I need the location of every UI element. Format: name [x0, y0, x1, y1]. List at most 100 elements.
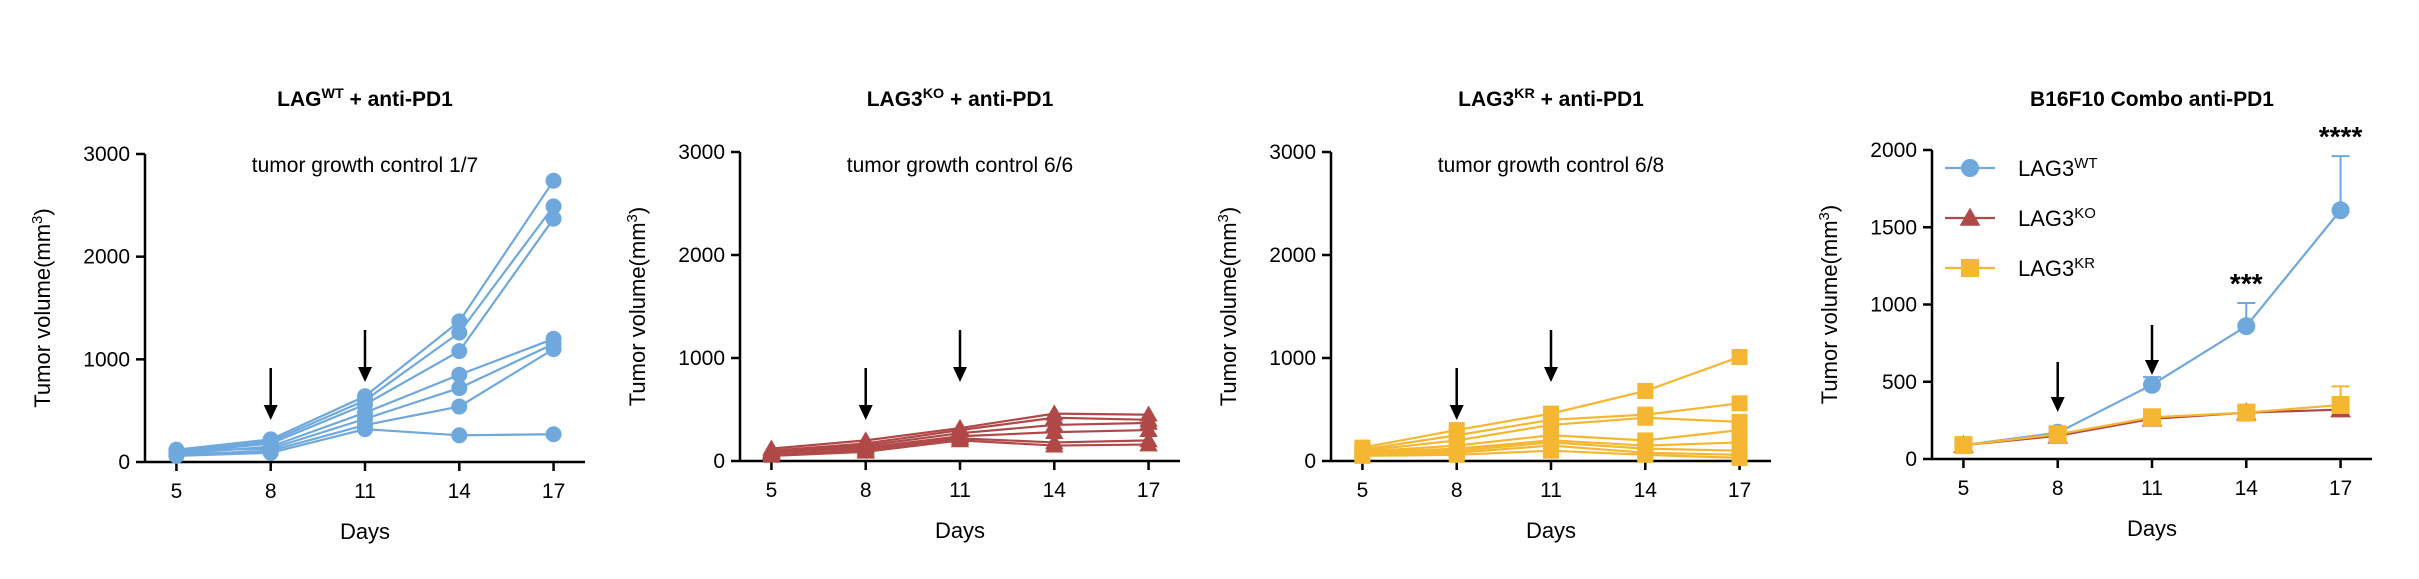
legend-label-superscript: KO	[2074, 205, 2096, 222]
y-label-text: Tumor volume(mm	[30, 224, 55, 408]
x-tick-label: 8	[1451, 479, 1463, 502]
x-tick-label: 11	[354, 480, 376, 503]
title-superscript: WT	[322, 86, 344, 102]
x-tick-label: 5	[766, 479, 778, 502]
legend-label-base: LAG3	[2018, 206, 2074, 231]
series-kr	[1954, 385, 2350, 455]
legend-item-ko: LAG3KO	[1945, 205, 2096, 232]
x-tick-label: 5	[1357, 479, 1369, 502]
title-suffix: + anti-PD1	[1535, 88, 1644, 111]
y-label-superscript: 3	[1215, 214, 1232, 222]
annotation-text: tumor growth control 1/7	[252, 154, 478, 177]
data-point	[2331, 395, 2350, 414]
data-point	[451, 380, 468, 397]
data-point	[545, 426, 562, 443]
data-point	[451, 343, 468, 360]
x-tick-label: 17	[542, 480, 565, 503]
x-tick-label: 17	[1137, 479, 1160, 502]
data-point	[451, 324, 468, 341]
y-label-end: )	[625, 207, 650, 214]
significance-label: ****	[2319, 121, 2363, 152]
treatment-arrow	[858, 368, 873, 420]
legend-item-kr: LAG3KR	[1945, 255, 2095, 282]
x-tick-label: 14	[2235, 477, 2259, 500]
legend-label-base: LAG3	[2018, 156, 2074, 181]
x-tick-label: 8	[860, 479, 872, 502]
data-point	[1637, 409, 1654, 426]
x-tick-label: 5	[171, 480, 183, 503]
y-label-end: )	[1817, 205, 1842, 212]
treatment-arrow	[2050, 362, 2065, 412]
data-point	[2331, 201, 2350, 220]
data-point	[1731, 422, 1748, 439]
data-point	[451, 427, 468, 444]
y-tick-label: 2000	[83, 246, 130, 269]
chart-panel-2: LAG3KO + anti-PD1 tumor growth control 6/…	[624, 86, 1180, 543]
y-tick-label: 500	[1882, 371, 1917, 394]
title-suffix: + anti-PD1	[344, 88, 453, 111]
x-axis-label: Days	[2127, 516, 2177, 541]
title-base: LAG	[277, 88, 321, 111]
y-tick-label: 0	[1905, 448, 1917, 471]
title-suffix: + anti-PD1	[944, 88, 1053, 111]
legend-label: LAG3KO	[2018, 205, 2096, 232]
arrow-head	[1449, 405, 1464, 420]
data-point	[2143, 408, 2161, 427]
data-point	[545, 172, 562, 189]
arrow-head	[263, 405, 278, 420]
chart-title: LAG3KO + anti-PD1	[867, 86, 1054, 111]
arrow-head	[953, 367, 967, 382]
individual-series	[762, 431, 1158, 463]
x-tick-label: 17	[2329, 477, 2352, 500]
y-tick-label: 2000	[1870, 139, 1917, 162]
legend-label: LAG3WT	[2018, 155, 2098, 182]
data-point	[2237, 317, 2256, 336]
legend-label-superscript: KR	[2074, 255, 2095, 272]
legend-swatch-marker	[1961, 259, 1979, 277]
data-point	[1045, 436, 1064, 453]
x-axis-label: Days	[340, 519, 390, 544]
data-point	[2048, 425, 2067, 444]
x-tick-label: 11	[1540, 479, 1562, 502]
treatment-arrow	[1544, 330, 1558, 382]
y-tick-label: 0	[713, 450, 725, 473]
data-point	[451, 313, 468, 330]
data-point	[1731, 395, 1748, 412]
treatment-arrow	[1449, 368, 1464, 420]
data-point	[451, 366, 468, 383]
data-point	[1954, 436, 1973, 455]
data-point	[545, 210, 562, 227]
y-tick-label: 1000	[83, 348, 130, 371]
x-tick-label: 14	[1043, 479, 1067, 502]
y-tick-label: 0	[1304, 450, 1316, 473]
arrow-head	[1544, 367, 1558, 382]
y-label-superscript: 3	[624, 214, 641, 222]
treatment-arrow	[358, 330, 372, 382]
y-tick-label: 0	[118, 451, 130, 474]
arrow-head	[2050, 397, 2065, 412]
data-point	[762, 446, 781, 463]
data-point	[1045, 422, 1064, 440]
x-tick-label: 8	[2052, 477, 2064, 500]
annotation-text: tumor growth control 6/8	[1438, 154, 1664, 177]
y-tick-label: 3000	[678, 141, 725, 164]
y-label-end: )	[30, 208, 55, 215]
y-label-text: Tumor volume(mm	[1817, 220, 1842, 404]
significance-label: ***	[2230, 268, 2263, 299]
y-tick-label: 1000	[1269, 347, 1316, 370]
legend-label-superscript: WT	[2074, 155, 2097, 172]
individual-series	[1354, 442, 1748, 466]
title-superscript: KR	[1514, 86, 1535, 102]
title-superscript: KO	[923, 86, 944, 102]
arrow-head	[858, 405, 873, 420]
data-point	[545, 198, 562, 215]
chart-title: LAGWT + anti-PD1	[277, 86, 453, 111]
data-point	[1139, 420, 1158, 437]
arrow-head	[2145, 360, 2159, 375]
arrow-head	[358, 367, 372, 382]
chart-panel-1: LAGWT + anti-PD1 tumor growth control 1/7…	[29, 86, 585, 544]
x-tick-label: 11	[949, 479, 971, 502]
y-label-superscript: 3	[1816, 212, 1833, 220]
legend-label: LAG3KR	[2018, 255, 2095, 282]
